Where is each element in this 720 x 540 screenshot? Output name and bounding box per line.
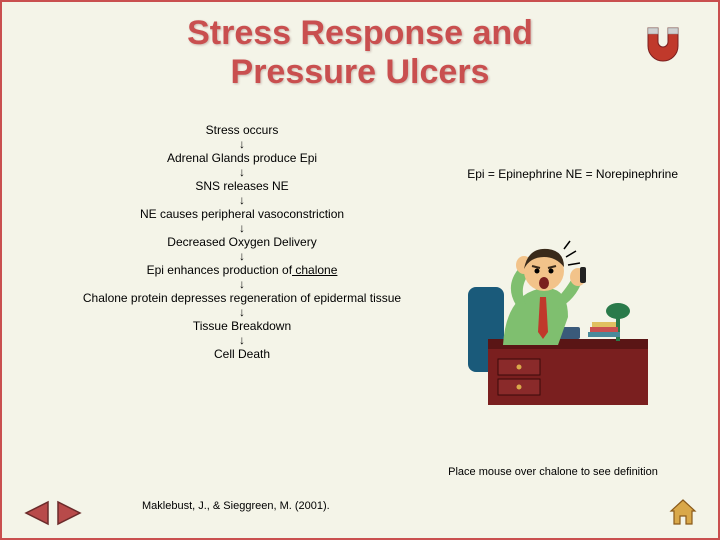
citation-text: Maklebust, J., & Sieggreen, M. (2001). — [142, 500, 330, 512]
flow-step: Adrenal Glands produce Epi — [62, 151, 422, 165]
slide-title: Stress Response and Pressure Ulcers — [2, 2, 718, 92]
flow-step: Stress occurs — [62, 123, 422, 137]
down-arrow-icon: ↓ — [62, 166, 422, 178]
flow-step: Cell Death — [62, 347, 422, 361]
flow-step-with-hotspot: Epi enhances production of chalone — [62, 263, 422, 277]
down-arrow-icon: ↓ — [62, 194, 422, 206]
chalone-hotspot[interactable]: chalone — [292, 263, 337, 277]
flow-step: SNS releases NE — [62, 179, 422, 193]
stressed-man-desk-illustration — [458, 227, 658, 422]
title-line-2: Pressure Ulcers — [231, 53, 490, 91]
flow-step-text: Epi enhances production of — [147, 263, 292, 277]
prev-slide-button[interactable] — [22, 500, 50, 526]
down-arrow-icon: ↓ — [62, 250, 422, 262]
down-arrow-icon: ↓ — [62, 306, 422, 318]
title-line-1: Stress Response and — [187, 14, 533, 52]
down-arrow-icon: ↓ — [62, 138, 422, 150]
down-arrow-icon: ↓ — [62, 334, 422, 346]
down-arrow-icon: ↓ — [62, 278, 422, 290]
abbreviation-legend: Epi = Epinephrine NE = Norepinephrine — [467, 167, 678, 181]
flow-diagram: Stress occurs ↓ Adrenal Glands produce E… — [62, 122, 422, 362]
next-slide-button[interactable] — [56, 500, 84, 526]
flow-step: Chalone protein depresses regeneration o… — [62, 291, 422, 305]
down-arrow-icon: ↓ — [62, 222, 422, 234]
flow-step: Tissue Breakdown — [62, 319, 422, 333]
flow-step: NE causes peripheral vasoconstriction — [62, 207, 422, 221]
magnet-icon-button[interactable] — [638, 20, 688, 70]
nav-button-group — [22, 500, 84, 526]
hotspot-instruction: Place mouse over chalone to see definiti… — [448, 466, 658, 478]
home-button[interactable] — [668, 498, 698, 526]
flow-step: Decreased Oxygen Delivery — [62, 235, 422, 249]
